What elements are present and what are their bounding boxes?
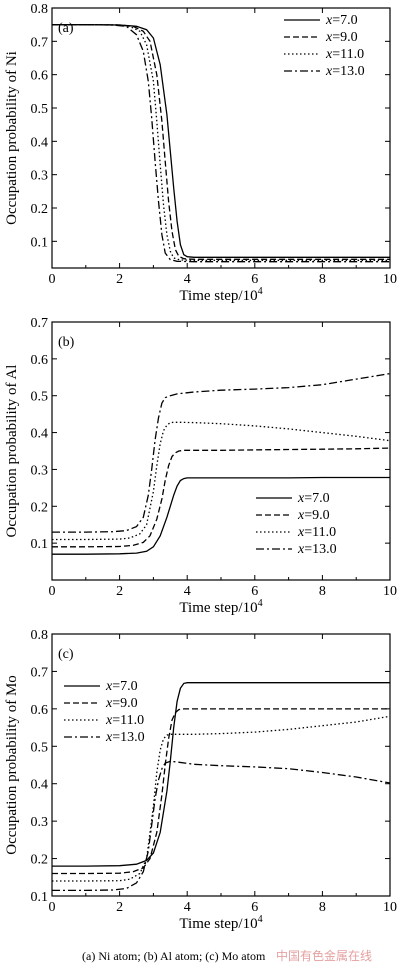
y-tick-label: 0.2	[31, 202, 49, 217]
x-tick-label: 0	[49, 584, 56, 599]
panel-label: (b)	[58, 335, 75, 350]
y-tick-label: 0.3	[31, 463, 49, 478]
y-tick-label: 0.5	[31, 740, 49, 755]
chart-panel-1: 0 2 4 6 8 10 0.1 0.2 0.3 0.4 0.5 0.6 0.7 0.8 Time step…	[4, 2, 397, 304]
series-line-1	[52, 24, 390, 258]
y-tick-label: 0.4	[31, 778, 49, 793]
x-tick-label: 6	[251, 584, 258, 599]
plot-frame	[51, 321, 391, 581]
y-tick-label: 0.6	[31, 353, 49, 368]
y-tick-label: 0.4	[31, 135, 49, 150]
y-tick-label: 0.7	[31, 316, 49, 331]
legend-label: x=11.0	[297, 525, 336, 540]
chart-panel-2: 0 2 4 6 8 10 0.1 0.2 0.3 0.4 0.5 0.6 0.7 Time step/10…	[4, 316, 397, 616]
panel-label: (a)	[58, 21, 74, 36]
x-axis-title: Time step/104	[179, 598, 262, 616]
legend-label: x=9.0	[105, 696, 138, 711]
series-line-2	[52, 708, 390, 875]
x-tick-label: 0	[49, 900, 56, 915]
y-tick-label: 0.7	[31, 35, 49, 50]
y-axis-title: Occupation probability of Mo	[4, 675, 20, 855]
x-tick-label: 4	[184, 900, 191, 915]
x-tick-label: 2	[116, 900, 123, 915]
y-tick-label: 0.5	[31, 102, 49, 117]
y-tick-label: 0.1	[31, 537, 49, 552]
x-tick-label: 2	[116, 584, 123, 599]
series-line-1	[52, 476, 390, 555]
x-tick-label: 2	[116, 272, 123, 287]
x-axis-title: Time step/104	[179, 286, 262, 304]
y-tick-label: 0.2	[31, 500, 49, 515]
y-tick-label: 0.1	[31, 890, 49, 905]
y-tick-label: 0.3	[31, 169, 49, 184]
x-tick-label: 6	[251, 272, 258, 287]
watermark: 中国有色金属在线	[276, 948, 372, 963]
y-tick-label: 0.1	[31, 235, 49, 250]
y-tick-label: 0.8	[31, 2, 49, 17]
x-tick-label: 4	[184, 584, 191, 599]
figure-caption: (a) Ni atom; (b) Al atom; (c) Mo atom	[82, 949, 266, 963]
x-tick-label: 6	[251, 900, 258, 915]
x-tick-label: 10	[383, 272, 397, 287]
y-axis-title: Occupation probability of Al	[4, 365, 20, 538]
y-tick-label: 0.6	[31, 703, 49, 718]
x-axis-title: Time step/104	[179, 914, 262, 932]
legend-label: x=13.0	[325, 64, 365, 79]
plot-frame	[51, 633, 391, 897]
x-tick-label: 4	[184, 272, 191, 287]
series-line-3	[52, 421, 391, 541]
panel-label: (c)	[58, 647, 74, 662]
y-tick-label: 0.2	[31, 853, 49, 868]
series-line-2	[52, 24, 390, 260]
legend-label: x=13.0	[105, 730, 145, 745]
y-tick-label: 0.6	[31, 69, 49, 84]
legend-label: x=7.0	[297, 491, 330, 506]
y-tick-label: 0.3	[31, 815, 49, 830]
y-tick-label: 0.4	[31, 427, 49, 442]
series-line-4	[52, 24, 390, 263]
legend-label: x=11.0	[105, 713, 144, 728]
y-tick-label: 0.5	[31, 390, 49, 405]
x-tick-label: 8	[319, 900, 326, 915]
legend-label: x=7.0	[105, 679, 138, 694]
y-axis-title: Occupation probability of Ni	[4, 51, 20, 225]
x-tick-label: 8	[319, 272, 326, 287]
legend-label: x=9.0	[325, 30, 358, 45]
series-line-2	[52, 447, 391, 548]
series-line-4	[52, 372, 391, 533]
x-tick-label: 10	[383, 584, 397, 599]
y-tick-label: 0.7	[31, 665, 49, 680]
x-tick-label: 10	[383, 900, 397, 915]
x-tick-label: 8	[319, 584, 326, 599]
legend-label: x=7.0	[325, 13, 358, 28]
legend-label: x=9.0	[297, 508, 330, 523]
series-line-3	[52, 715, 391, 882]
series-line-4	[52, 760, 391, 892]
chart-panel-3: 0 2 4 6 8 10 0.1 0.2 0.3 0.4 0.5 0.6 0.7 0.8 Time step…	[4, 628, 397, 932]
series-line-1	[52, 682, 390, 867]
legend-label: x=13.0	[297, 542, 337, 557]
x-tick-label: 0	[49, 272, 56, 287]
legend-label: x=11.0	[325, 47, 364, 62]
y-tick-label: 0.8	[31, 628, 49, 643]
